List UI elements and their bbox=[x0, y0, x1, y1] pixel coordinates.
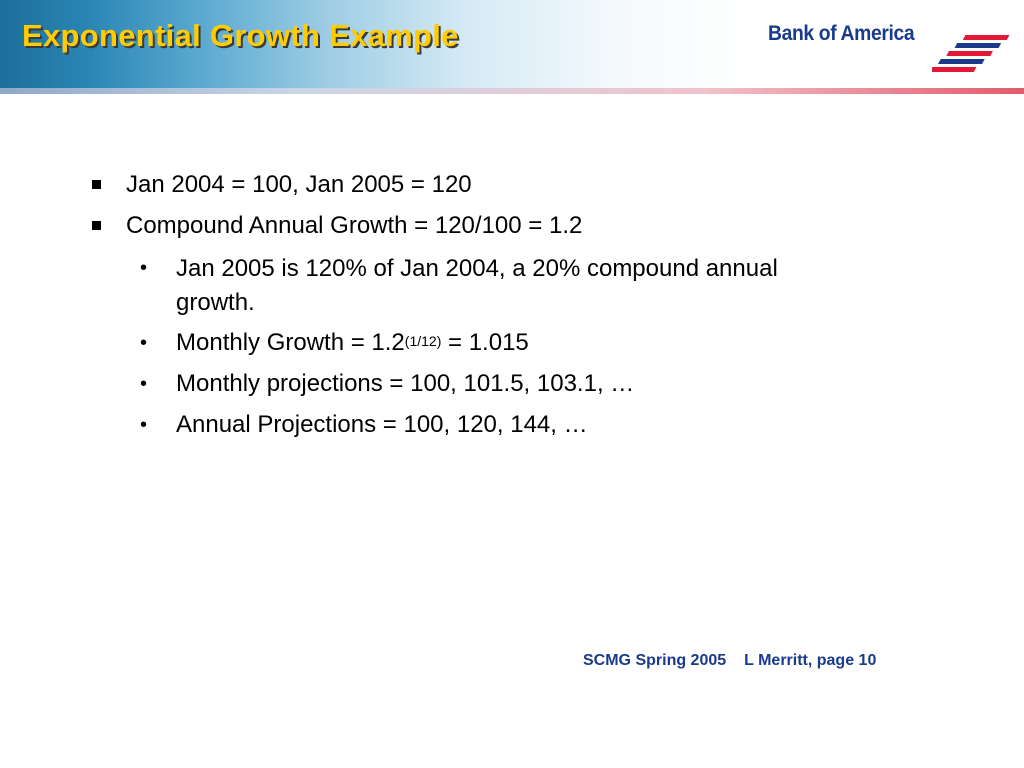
logo-wordmark: Bank of America bbox=[768, 22, 915, 45]
slide-title: Exponential Growth Example bbox=[22, 18, 459, 53]
dot-bullet-icon: • bbox=[140, 257, 148, 279]
footer-event: SCMG Spring 2005 bbox=[583, 652, 727, 669]
square-bullet-icon bbox=[92, 221, 101, 230]
bullet-item: Compound Annual Growth = 120/100 = 1.2 bbox=[126, 212, 583, 239]
dot-bullet-icon: • bbox=[140, 332, 148, 354]
header-divider bbox=[0, 88, 1024, 94]
monthly-growth-exponent: (1/12) bbox=[404, 333, 442, 349]
header-band bbox=[0, 0, 1024, 88]
slide-footer: SCMG Spring 2005 L Merritt, page 10 bbox=[583, 652, 876, 670]
bullet-item: Jan 2004 = 100, Jan 2005 = 120 bbox=[126, 171, 472, 198]
dot-bullet-icon: • bbox=[140, 373, 148, 395]
sub-bullet-item: Monthly Growth = 1.2(1/12) = 1.015 bbox=[176, 326, 529, 360]
sub-bullet-item: Annual Projections = 100, 120, 144, … bbox=[176, 411, 588, 438]
square-bullet-icon bbox=[92, 180, 101, 189]
dot-bullet-icon: • bbox=[140, 414, 148, 436]
sub-bullet-item: Jan 2005 is 120% of Jan 2004, a 20% comp… bbox=[176, 255, 778, 282]
bank-logo: Bank of America bbox=[768, 18, 1018, 84]
sub-bullet-item-continuation: growth. bbox=[176, 289, 255, 316]
sub-bullet-item: Monthly projections = 100, 101.5, 103.1,… bbox=[176, 370, 635, 397]
flag-icon bbox=[932, 35, 1010, 72]
monthly-growth-result: = 1.015 bbox=[441, 329, 529, 356]
monthly-growth-base: Monthly Growth = 1.2 bbox=[176, 329, 405, 356]
footer-author-page: L Merritt, page 10 bbox=[744, 652, 877, 669]
